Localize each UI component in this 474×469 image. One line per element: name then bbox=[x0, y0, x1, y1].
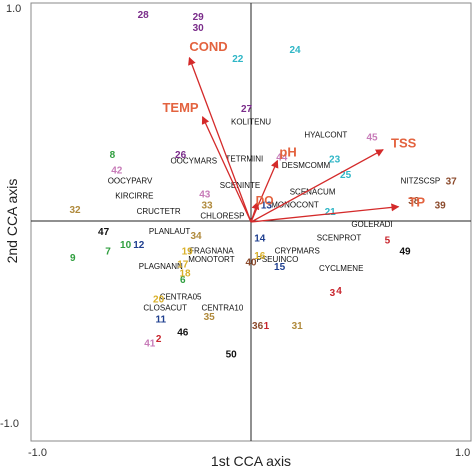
site-label: 45 bbox=[366, 133, 378, 144]
site-label: 23 bbox=[329, 154, 341, 165]
site-label: 2 bbox=[156, 334, 162, 345]
species-label: MONOTORT bbox=[188, 255, 234, 264]
species-label: TETRMINI bbox=[226, 154, 264, 163]
site-label: 46 bbox=[177, 328, 189, 339]
vector-label: pH bbox=[279, 145, 296, 160]
species-label: MONOCONT bbox=[271, 200, 319, 209]
site-label: 34 bbox=[190, 231, 202, 242]
site-label: 10 bbox=[120, 240, 132, 251]
species-label: PSEUINCO bbox=[257, 255, 299, 264]
site-label: 29 bbox=[193, 12, 205, 23]
y-axis-title: 2nd CCA axis bbox=[4, 179, 20, 264]
site-label: 1 bbox=[264, 321, 270, 332]
species-label: KOLITENU bbox=[231, 117, 271, 126]
site-label: 14 bbox=[254, 233, 266, 244]
environmental-vectors: COND TEMP pH DO TSS TP bbox=[162, 39, 425, 223]
site-label: 36 bbox=[252, 321, 264, 332]
vector-label: TP bbox=[408, 195, 425, 210]
species-label: SCENINTE bbox=[220, 181, 260, 190]
vector-label: COND bbox=[189, 39, 227, 54]
site-label: 13 bbox=[261, 200, 273, 211]
species-label: FRAGNANA bbox=[189, 246, 234, 255]
site-label: 42 bbox=[111, 165, 123, 176]
site-label: 39 bbox=[435, 200, 447, 211]
site-label: 19 bbox=[182, 246, 194, 257]
vector-arrow bbox=[250, 201, 260, 223]
site-label: 24 bbox=[289, 45, 301, 56]
site-label: 33 bbox=[201, 200, 213, 211]
species-label: DESMCOMM bbox=[282, 161, 331, 170]
species-label: PLAGNANN bbox=[139, 262, 183, 271]
site-label: 9 bbox=[70, 253, 76, 264]
site-labels: 123 4567891011121314151617181920212223242… bbox=[69, 10, 457, 360]
vector-label: TSS bbox=[391, 136, 417, 151]
species-label: OOCYPARV bbox=[108, 176, 153, 185]
vector-arrow bbox=[201, 115, 252, 223]
site-label: 7 bbox=[105, 246, 111, 257]
species-label: CRUCTETR bbox=[137, 207, 181, 216]
species-label: SCENPROT bbox=[317, 233, 362, 242]
species-label: CENTRA10 bbox=[202, 303, 244, 312]
site-label: 16 bbox=[254, 251, 266, 262]
site-label: 37 bbox=[446, 176, 458, 187]
vector-arrow bbox=[188, 56, 252, 223]
species-label: HYALCONT bbox=[304, 130, 347, 139]
site-label: 40 bbox=[245, 257, 257, 268]
site-label: 32 bbox=[69, 205, 81, 216]
site-label: 49 bbox=[399, 246, 411, 257]
species-label: SCENACUM bbox=[290, 187, 336, 196]
site-label: 26 bbox=[175, 150, 187, 161]
vector-label: DO bbox=[256, 193, 274, 207]
site-label: 47 bbox=[98, 227, 110, 238]
site-label: 30 bbox=[193, 23, 205, 34]
vector-arrow bbox=[250, 159, 279, 223]
x-tick-right: 1.0 bbox=[455, 447, 470, 459]
vector-label: TEMP bbox=[162, 100, 198, 115]
site-label: 44 bbox=[276, 152, 288, 163]
site-label: 21 bbox=[325, 207, 337, 218]
species-label: OOCYMARS bbox=[170, 157, 217, 166]
y-tick-bottom: -1.0 bbox=[0, 418, 19, 430]
site-label: 5 bbox=[385, 236, 391, 247]
species-label: NITZSCSP bbox=[401, 176, 441, 185]
site-label: 12 bbox=[133, 240, 145, 251]
site-label: 20 bbox=[153, 295, 165, 306]
site-label: 28 bbox=[138, 10, 150, 21]
site-label: 43 bbox=[199, 190, 211, 201]
species-labels: KOLITENU HYALCONT OOCYMARS OOCYPARV TETRMINI… bbox=[108, 117, 440, 312]
species-label: CLOSACUT bbox=[143, 303, 187, 312]
species-label: PLANLAUT bbox=[149, 227, 190, 236]
y-tick-top: 1.0 bbox=[6, 3, 21, 15]
site-label: 25 bbox=[340, 170, 352, 181]
site-label: 6 bbox=[180, 275, 186, 286]
site-label: 17 bbox=[177, 260, 189, 271]
vector-arrow bbox=[250, 149, 384, 223]
species-label: CENTRA05 bbox=[160, 292, 202, 301]
site-label: 35 bbox=[204, 312, 216, 323]
species-label: KIRCIRRE bbox=[115, 192, 153, 201]
site-label: 22 bbox=[232, 54, 244, 65]
site-label: 41 bbox=[144, 338, 156, 349]
site-label: 4 bbox=[336, 286, 342, 297]
vector-arrow bbox=[250, 203, 400, 223]
site-label: 31 bbox=[292, 321, 304, 332]
species-label: CHLORESP bbox=[200, 211, 244, 220]
site-label: 8 bbox=[110, 150, 116, 161]
site-label: 11 bbox=[156, 314, 167, 325]
site-label: 50 bbox=[226, 349, 238, 360]
site-label: 3 bbox=[330, 288, 336, 299]
species-label: GOLERADI bbox=[351, 220, 392, 229]
site-label: 18 bbox=[179, 268, 191, 279]
x-tick-left: -1.0 bbox=[28, 447, 47, 459]
site-label: 38 bbox=[408, 196, 420, 207]
species-label: CYCLMENE bbox=[319, 264, 363, 273]
site-label: 15 bbox=[274, 262, 286, 273]
x-axis-title: 1st CCA axis bbox=[211, 453, 291, 469]
site-label: 27 bbox=[241, 104, 253, 115]
species-label: CRYPMARS bbox=[275, 246, 320, 255]
